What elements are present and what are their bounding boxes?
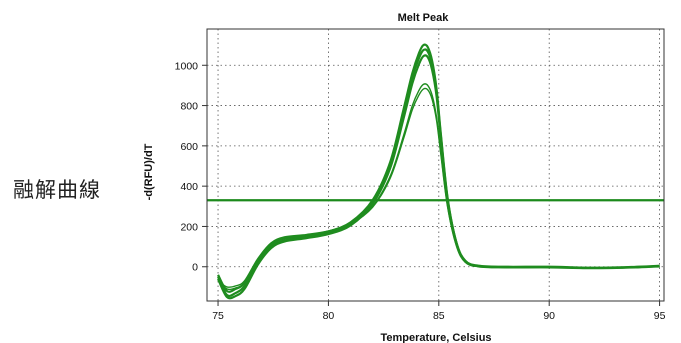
- y-tick-label: 400: [180, 181, 198, 193]
- x-axis-label: Temperature, Celsius: [380, 332, 491, 343]
- melt-curve: [217, 87, 660, 291]
- melt-curve: [217, 54, 660, 300]
- x-tick-label: 95: [654, 310, 666, 322]
- x-tick-label: 75: [212, 310, 224, 322]
- y-tick-label: 0: [192, 262, 198, 274]
- y-tick-label: 1000: [175, 60, 199, 72]
- y-tick-label: 200: [180, 221, 198, 233]
- tick-layer: 75 80 85 90 95 0 200 400 600 800 1000: [175, 60, 666, 322]
- x-tick-label: 80: [323, 310, 335, 322]
- y-tick-label: 600: [180, 141, 198, 153]
- chart-title: Melt Peak: [398, 12, 450, 24]
- plot-frame: [206, 28, 665, 302]
- y-tick-label: 800: [180, 101, 198, 113]
- plot-layer: [207, 43, 664, 300]
- y-axis-label: -d(RFU)/dT: [143, 143, 155, 200]
- x-tick-label: 85: [433, 310, 445, 322]
- grid-layer: [207, 29, 664, 301]
- x-tick-label: 90: [543, 310, 555, 322]
- side-label: 融解曲線: [13, 178, 101, 202]
